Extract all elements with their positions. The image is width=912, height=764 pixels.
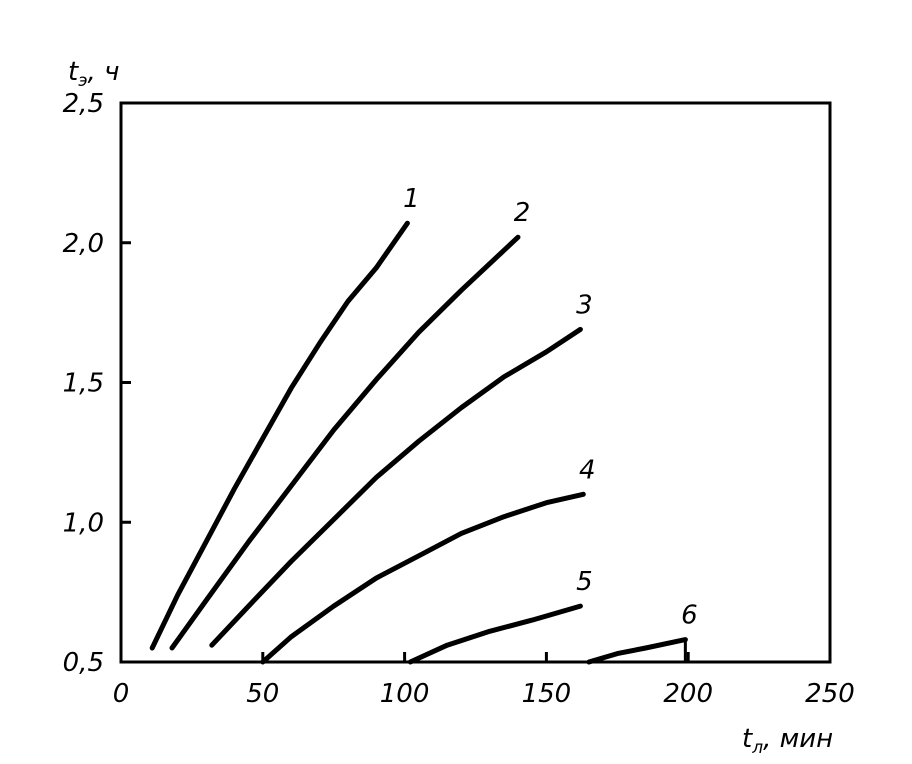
x-axis-title-main: t [742, 724, 753, 754]
series-label-1: 1 [403, 184, 420, 214]
series-line-2 [169, 234, 521, 651]
series-label-3: 3 [576, 290, 593, 320]
series-label-2: 2 [514, 198, 531, 228]
x-axis-title-sub: л [751, 738, 763, 758]
y-tick-label: 0,5 [63, 648, 104, 678]
y-axis-title-main: t [68, 57, 79, 87]
x-tick-label: 200 [663, 679, 713, 709]
series-label-6: 6 [681, 601, 698, 631]
series-line-5 [407, 603, 583, 665]
y-tick-label: 2,5 [63, 89, 104, 119]
series-line-4 [260, 491, 586, 665]
y-axis-title-unit: , ч [88, 57, 120, 87]
plot-frame [119, 101, 832, 664]
series-line-3 [209, 326, 583, 648]
y-axis-title: tэ, ч [68, 57, 119, 91]
x-axis-title: tл, мин [742, 724, 833, 758]
series-group: 1 2 3 4 5 6 [149, 184, 698, 665]
y-tick-label: 2,0 [63, 229, 104, 259]
series-label-4: 4 [579, 455, 596, 485]
x-tick-label: 50 [246, 679, 279, 709]
y-ticks: 0,5 1,0 1,5 2,0 2,5 [63, 89, 131, 678]
x-tick-label: 0 [113, 679, 130, 709]
x-ticks: 0 50 100 150 200 250 [113, 652, 855, 709]
y-axis-title-sub: э [78, 71, 87, 91]
y-tick-label: 1,0 [63, 508, 104, 538]
x-axis-title-unit: , мин [763, 724, 833, 754]
x-tick-label: 150 [522, 679, 572, 709]
x-tick-label: 250 [805, 679, 855, 709]
x-tick-label: 100 [380, 679, 430, 709]
y-tick-label: 1,5 [63, 369, 104, 399]
series-line-1 [149, 220, 410, 651]
series-line-6 [586, 637, 688, 665]
series-label-5: 5 [576, 567, 593, 597]
